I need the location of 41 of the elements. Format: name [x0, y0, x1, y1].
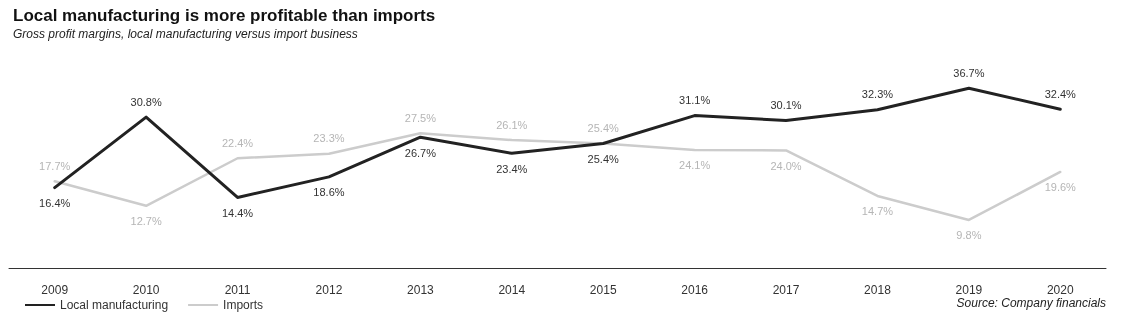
x-tick-label: 2009	[41, 283, 69, 297]
data-label: 16.4%	[39, 197, 71, 210]
data-label: 30.1%	[770, 99, 802, 112]
x-tick-label: 2020	[1046, 283, 1074, 297]
data-label: 18.6%	[313, 186, 345, 199]
data-label: 24.0%	[770, 159, 802, 172]
x-tick-label: 2010	[132, 283, 160, 297]
chart-subtitle: Gross profit margins, local manufacturing versus import business	[13, 27, 358, 41]
source-note: Source: Company financials	[956, 296, 1107, 310]
data-label: 24.1%	[679, 159, 711, 172]
x-tick-label: 2018	[864, 283, 892, 297]
legend-label: Imports	[223, 298, 264, 312]
data-label: 32.3%	[861, 88, 894, 101]
data-label: 14.4%	[221, 206, 254, 219]
data-label: 19.6%	[1044, 181, 1077, 194]
data-label: 26.1%	[496, 118, 528, 131]
data-label: 14.7%	[861, 205, 894, 218]
data-label: 36.7%	[953, 66, 985, 79]
data-label: 26.7%	[404, 146, 437, 159]
x-tick-label: 2013	[407, 283, 435, 297]
data-label: 23.3%	[313, 132, 345, 145]
x-tick-label: 2016	[681, 283, 709, 297]
legend-label: Local manufacturing	[60, 298, 169, 312]
x-tick-label: 2014	[498, 283, 526, 297]
x-tick-label: 2019	[955, 283, 983, 297]
data-label: 27.5%	[404, 111, 437, 124]
data-label: 23.4%	[496, 162, 528, 175]
data-label: 31.1%	[679, 94, 711, 107]
data-label: 17.7%	[39, 159, 71, 172]
x-tick-label: 2012	[315, 283, 343, 297]
x-tick-label: 2011	[224, 283, 251, 297]
data-label: 22.4%	[221, 136, 254, 149]
data-label: 9.8%	[956, 229, 982, 242]
data-label: 25.4%	[587, 122, 620, 135]
data-label: 25.4%	[587, 153, 620, 166]
data-label: 30.8%	[130, 95, 162, 108]
x-tick-label: 2017	[772, 283, 800, 297]
x-tick-label: 2015	[589, 283, 617, 297]
data-label: 12.7%	[130, 215, 162, 228]
data-label: 32.4%	[1044, 87, 1077, 100]
chart-title: Local manufacturing is more profitable than imports	[13, 6, 436, 25]
